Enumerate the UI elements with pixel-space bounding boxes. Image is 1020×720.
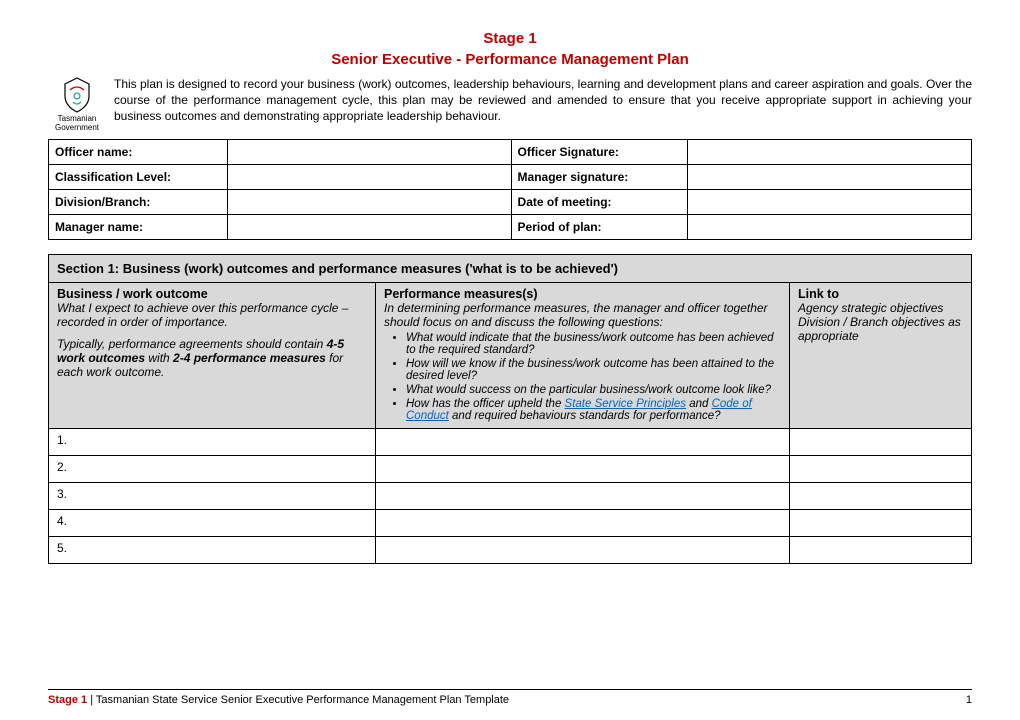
state-service-principles-link[interactable]: State Service Principles xyxy=(565,398,686,410)
doc-title: Senior Executive - Performance Managemen… xyxy=(48,49,972,70)
officer-name-field[interactable] xyxy=(227,139,511,164)
measure-3[interactable] xyxy=(376,482,790,509)
col-a-p2: Typically, performance agreements should… xyxy=(57,337,367,379)
link-3[interactable] xyxy=(790,482,972,509)
list-item: What would indicate that the business/wo… xyxy=(406,332,781,356)
class-level-field[interactable] xyxy=(227,164,511,189)
list-item: How has the officer upheld the State Ser… xyxy=(406,398,781,422)
col-a-title: Business / work outcome xyxy=(57,287,367,301)
outcome-2[interactable]: 2. xyxy=(49,455,376,482)
col-a-p2d: 2-4 performance measures xyxy=(173,351,326,365)
measure-4[interactable] xyxy=(376,509,790,536)
outcome-4[interactable]: 4. xyxy=(49,509,376,536)
col-c-head: Link to Agency strategic objectives Divi… xyxy=(790,282,972,428)
outcome-5[interactable]: 5. xyxy=(49,536,376,563)
link-5[interactable] xyxy=(790,536,972,563)
b4b: and xyxy=(686,398,712,410)
measure-1[interactable] xyxy=(376,428,790,455)
col-c-title: Link to xyxy=(798,287,963,301)
link-4[interactable] xyxy=(790,509,972,536)
logo-text-2: Government xyxy=(48,124,106,132)
measure-5[interactable] xyxy=(376,536,790,563)
meeting-date-label: Date of meeting: xyxy=(511,189,687,214)
intro-row: Tasmanian Government This plan is design… xyxy=(48,76,972,133)
outcome-3[interactable]: 3. xyxy=(49,482,376,509)
col-a-p1: What I expect to achieve over this perfo… xyxy=(57,301,367,329)
col-a-p2c: with xyxy=(145,351,173,365)
measure-2[interactable] xyxy=(376,455,790,482)
b4c: and required behaviours standards for pe… xyxy=(449,410,721,422)
officer-sig-field[interactable] xyxy=(688,139,972,164)
col-b-bullets: What would indicate that the business/wo… xyxy=(384,332,781,422)
table-row: 3. xyxy=(49,482,972,509)
col-a-head: Business / work outcome What I expect to… xyxy=(49,282,376,428)
gov-logo: Tasmanian Government xyxy=(48,76,106,133)
table-row: 5. xyxy=(49,536,972,563)
division-label: Division/Branch: xyxy=(49,189,228,214)
footer-sep: | xyxy=(87,694,96,706)
manager-name-label: Manager name: xyxy=(49,214,228,239)
page-footer: Stage 1 | Tasmanian State Service Senior… xyxy=(48,689,972,706)
info-table: Officer name: Officer Signature: Classif… xyxy=(48,139,972,240)
logo-text-1: Tasmanian xyxy=(48,115,106,123)
document-header: Stage 1 Senior Executive - Performance M… xyxy=(48,28,972,70)
col-a-p2a: Typically, performance agreements should… xyxy=(57,337,327,351)
outcome-1[interactable]: 1. xyxy=(49,428,376,455)
table-row: 4. xyxy=(49,509,972,536)
table-row: Officer name: Officer Signature: xyxy=(49,139,972,164)
col-b-intro: In determining performance measures, the… xyxy=(384,301,781,329)
section1-heading-row: Section 1: Business (work) outcomes and … xyxy=(49,254,972,282)
officer-sig-label: Officer Signature: xyxy=(511,139,687,164)
class-level-label: Classification Level: xyxy=(49,164,228,189)
plan-period-label: Period of plan: xyxy=(511,214,687,239)
intro-paragraph: This plan is designed to record your bus… xyxy=(114,76,972,125)
col-c-p: Agency strategic objectives Division / B… xyxy=(798,301,963,343)
list-item: What would success on the particular bus… xyxy=(406,384,781,396)
plan-period-field[interactable] xyxy=(688,214,972,239)
link-2[interactable] xyxy=(790,455,972,482)
section1-colhead-row: Business / work outcome What I expect to… xyxy=(49,282,972,428)
b4a: How has the officer upheld the xyxy=(406,398,565,410)
footer-page: 1 xyxy=(966,694,972,706)
col-b-title: Performance measures(s) xyxy=(384,287,781,301)
table-row: 1. xyxy=(49,428,972,455)
meeting-date-field[interactable] xyxy=(688,189,972,214)
list-item: How will we know if the business/work ou… xyxy=(406,358,781,382)
stage-label: Stage 1 xyxy=(48,28,972,49)
manager-sig-label: Manager signature: xyxy=(511,164,687,189)
table-row: Division/Branch: Date of meeting: xyxy=(49,189,972,214)
section1-heading: Section 1: Business (work) outcomes and … xyxy=(49,254,972,282)
table-row: 2. xyxy=(49,455,972,482)
officer-name-label: Officer name: xyxy=(49,139,228,164)
link-1[interactable] xyxy=(790,428,972,455)
tasmania-logo-icon xyxy=(55,76,99,114)
footer-text: Tasmanian State Service Senior Executive… xyxy=(96,694,509,706)
manager-name-field[interactable] xyxy=(227,214,511,239)
col-b-head: Performance measures(s) In determining p… xyxy=(376,282,790,428)
manager-sig-field[interactable] xyxy=(688,164,972,189)
division-field[interactable] xyxy=(227,189,511,214)
section1-table: Section 1: Business (work) outcomes and … xyxy=(48,254,972,564)
table-row: Classification Level: Manager signature: xyxy=(49,164,972,189)
footer-stage: Stage 1 xyxy=(48,694,87,706)
table-row: Manager name: Period of plan: xyxy=(49,214,972,239)
footer-left: Stage 1 | Tasmanian State Service Senior… xyxy=(48,694,509,706)
